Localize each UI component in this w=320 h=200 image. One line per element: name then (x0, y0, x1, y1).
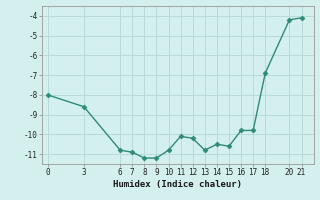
X-axis label: Humidex (Indice chaleur): Humidex (Indice chaleur) (113, 180, 242, 189)
